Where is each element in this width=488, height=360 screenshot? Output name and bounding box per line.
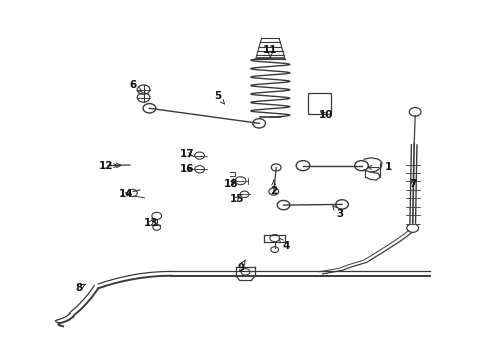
Text: 4: 4: [279, 238, 289, 251]
Text: 11: 11: [263, 45, 277, 58]
Text: 10: 10: [319, 111, 333, 121]
Text: 14: 14: [119, 189, 134, 199]
Text: 17: 17: [179, 149, 194, 159]
Text: 5: 5: [214, 91, 224, 104]
Text: 16: 16: [180, 164, 194, 174]
Bar: [307, 93, 330, 114]
Text: 2: 2: [269, 180, 277, 196]
Text: 3: 3: [332, 206, 343, 219]
Text: 6: 6: [129, 80, 142, 92]
Text: 12: 12: [99, 161, 118, 171]
Text: 15: 15: [229, 194, 244, 204]
Text: 8: 8: [75, 283, 85, 293]
Text: 18: 18: [223, 179, 238, 189]
Text: 9: 9: [237, 260, 244, 273]
Text: 1: 1: [367, 162, 391, 172]
Text: 7: 7: [408, 179, 416, 189]
Text: 13: 13: [143, 218, 158, 228]
